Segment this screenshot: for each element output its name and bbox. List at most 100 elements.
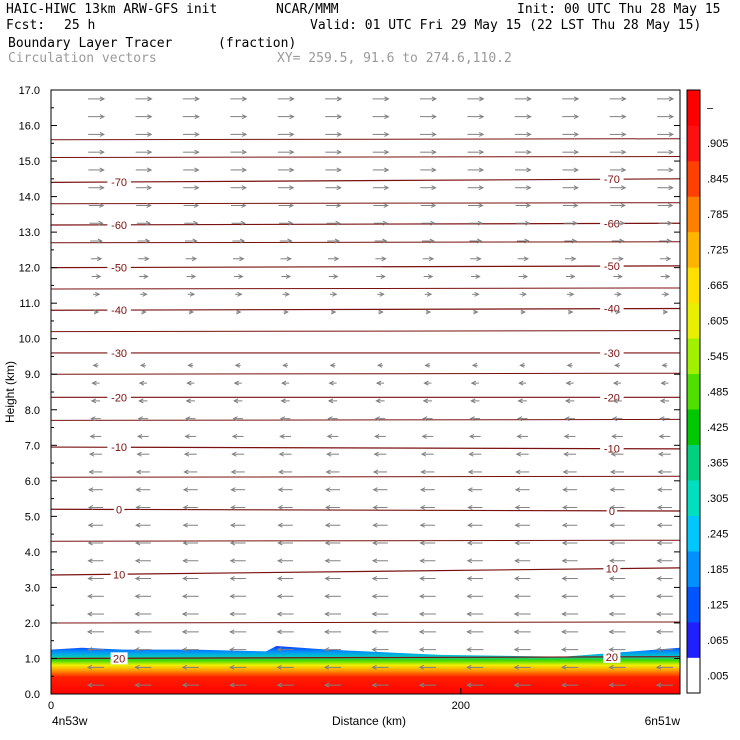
isotherm-label: -40 — [604, 304, 620, 316]
isotherm-label-bg — [107, 346, 131, 359]
wind-vector-head — [147, 114, 153, 120]
wind-vector-head — [561, 647, 567, 653]
wind-vector-head — [419, 576, 425, 581]
wind-vector-head — [134, 629, 140, 635]
wind-vector-head — [419, 487, 426, 493]
x-axis-label: Distance (km) — [332, 714, 406, 728]
contour-line — [51, 330, 680, 333]
wind-vector-head — [418, 611, 425, 617]
wind-vector-head — [466, 576, 472, 581]
colorbar-label: .005 — [707, 670, 728, 682]
wind-vector-head — [88, 487, 94, 493]
wind-vector-head — [561, 682, 567, 688]
wind-vector-head — [181, 611, 188, 617]
wind-vector-head — [668, 114, 675, 120]
y-tick-label: 7.0 — [25, 440, 40, 452]
wind-vector-head — [571, 238, 578, 244]
isotherm-label: 20 — [113, 653, 125, 665]
wind-vector-head — [419, 505, 426, 510]
wind-vector-head — [384, 149, 390, 155]
wind-vector-head — [513, 664, 519, 670]
contour-line — [51, 621, 680, 624]
wind-vector-head — [277, 540, 283, 546]
wind-vector-head — [380, 274, 386, 279]
colorbar-label: .605 — [707, 316, 728, 328]
wind-vector-head — [323, 664, 330, 670]
y-tick-label: 17.0 — [19, 85, 40, 97]
isotherm-label: -70 — [111, 177, 127, 189]
wind-vector-head — [143, 274, 149, 279]
wind-vector-head — [181, 647, 188, 653]
isotherm-label: -40 — [111, 305, 127, 317]
model-title: HAIC-HIWC 13km ARW-GFS init — [6, 2, 218, 17]
wind-vector-head — [621, 167, 627, 173]
colorbar-label: .125 — [707, 599, 728, 611]
wind-vector-head — [230, 487, 236, 493]
wind-vector-head — [371, 647, 377, 653]
wind-vector-head — [668, 203, 674, 208]
x-tick-label: 0 — [48, 700, 54, 712]
wind-vector-head — [336, 131, 343, 137]
isotherm-label-bg — [600, 259, 624, 272]
wind-vector-head — [467, 522, 473, 528]
wind-vector-head — [431, 131, 437, 137]
wind-vector-head — [475, 274, 481, 279]
contour-line — [51, 475, 680, 478]
valid-time: Valid: 01 UTC Fri 29 May 15 (22 LST Thu … — [310, 18, 702, 33]
wind-vector-head — [513, 629, 519, 635]
wind-vector-head — [666, 238, 672, 244]
wind-vector-head — [384, 131, 390, 137]
wind-vector-head — [333, 274, 339, 279]
colorbar-label: .065 — [707, 635, 728, 647]
wind-vector-head — [324, 611, 330, 617]
wind-vector-head — [562, 469, 568, 475]
y-tick-label: 14.0 — [19, 192, 40, 204]
wind-vector-head — [659, 416, 665, 422]
wind-vector-head — [478, 185, 485, 191]
wind-vector-head — [323, 647, 330, 653]
wind-vector-head — [657, 469, 663, 475]
isotherm-label: -20 — [111, 392, 127, 404]
wind-vector-head — [659, 398, 666, 404]
isotherm-label-bg — [600, 391, 624, 404]
wind-vector-head — [87, 576, 93, 581]
isotherm-label: 0 — [116, 504, 122, 516]
isotherm-line — [51, 178, 680, 183]
wind-vector-head — [477, 220, 484, 226]
wind-vector-head — [324, 593, 330, 599]
wind-vector-head — [278, 469, 284, 475]
wind-vector-head — [466, 558, 473, 564]
colorbar-label: .185 — [707, 564, 728, 576]
wind-vector-head — [277, 522, 283, 528]
wind-vector-head — [193, 220, 199, 226]
wind-vector-head — [668, 96, 675, 102]
colorbar-swatch — [687, 373, 700, 410]
wind-vector-head — [194, 185, 200, 191]
wind-vector-head — [431, 149, 437, 155]
wind-vector-head — [519, 362, 525, 368]
wind-vector-head — [230, 469, 236, 475]
wind-vector-head — [431, 167, 437, 173]
isotherm-label-bg — [107, 441, 131, 454]
wind-vector-head — [609, 522, 615, 528]
wind-vector-head — [618, 256, 624, 262]
wind-vector-head — [327, 398, 334, 404]
wind-vector-head — [526, 96, 532, 102]
x-left-endpoint: 4n53w — [52, 714, 88, 728]
wind-vector-head — [522, 274, 529, 279]
wind-vector-head — [371, 576, 378, 581]
wind-vector-head — [284, 291, 290, 297]
wind-vector-head — [279, 433, 285, 439]
contour-line — [51, 372, 680, 375]
isotherm-line — [51, 265, 680, 269]
wind-vector-head — [516, 416, 523, 422]
wind-vector-head — [324, 505, 331, 510]
wind-vector-head — [136, 433, 143, 439]
wind-vector-head — [561, 664, 567, 670]
wind-vector-head — [372, 469, 379, 475]
wind-vector-head — [656, 558, 662, 564]
wind-vector-head — [419, 540, 425, 546]
wind-vector-head — [526, 149, 532, 155]
wind-vector-head — [289, 149, 295, 155]
